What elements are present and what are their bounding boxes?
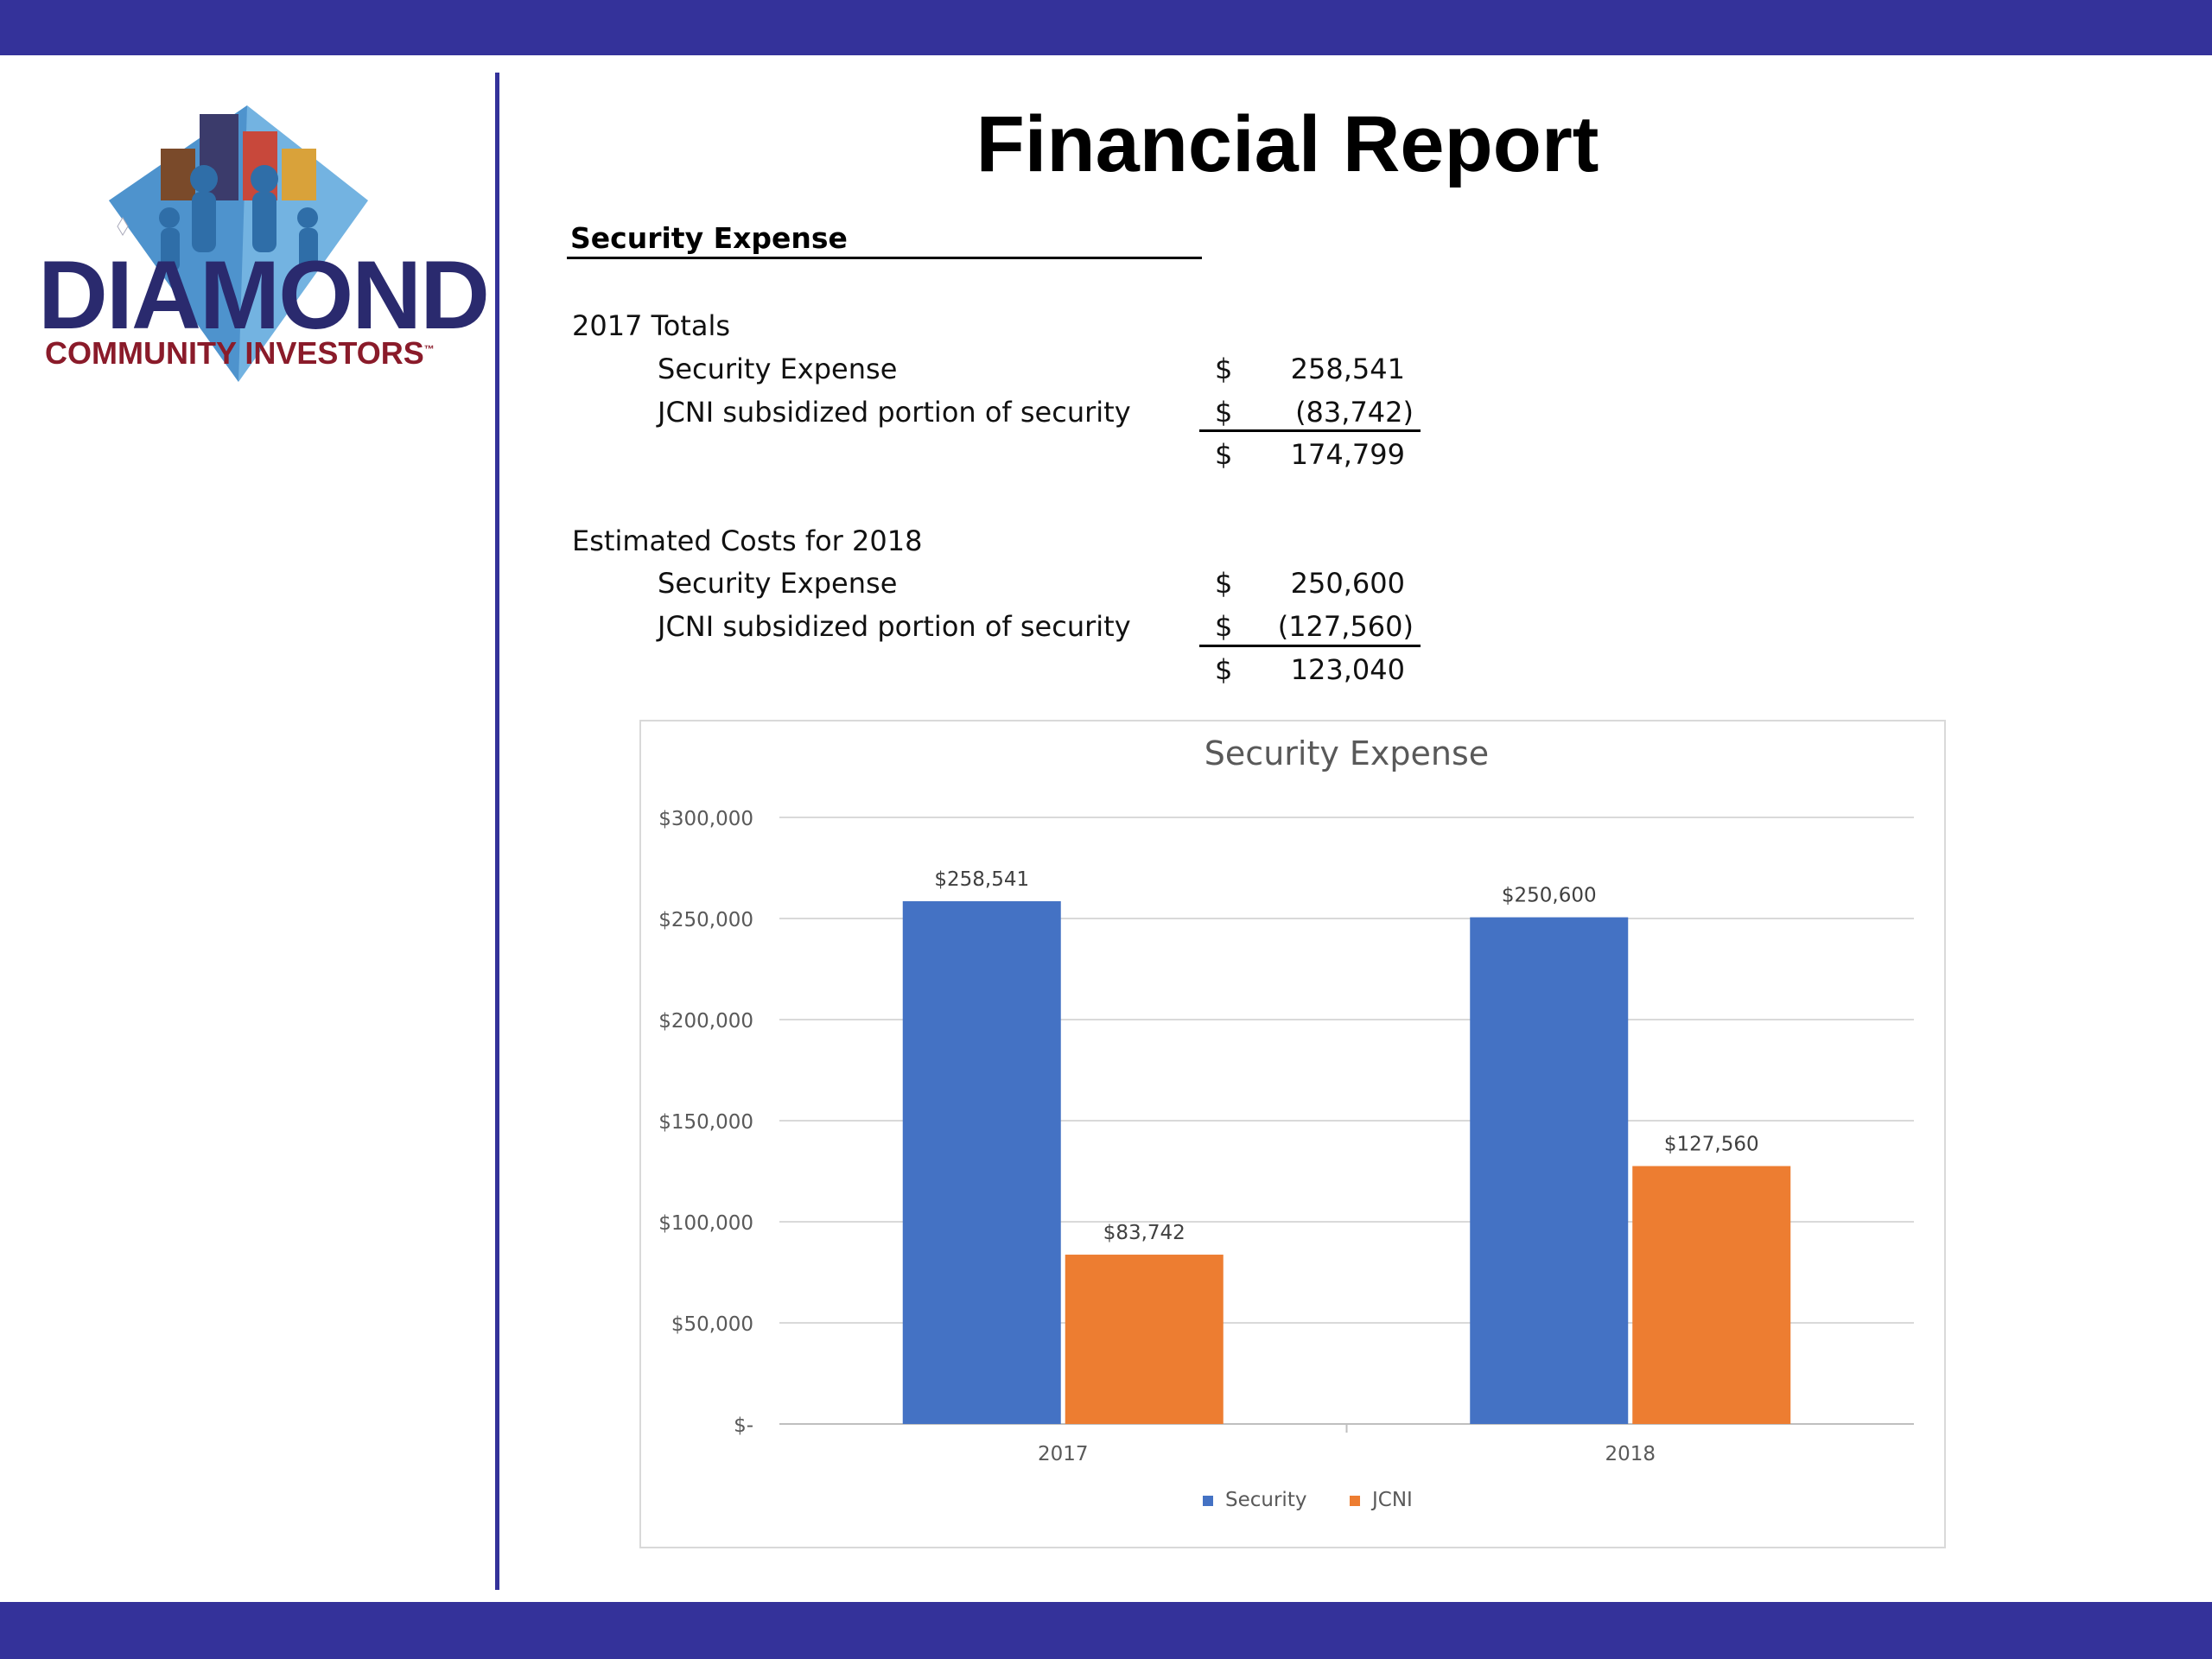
- total-rule: [1199, 429, 1421, 432]
- row-currency: $: [1215, 610, 1233, 643]
- total-currency: $: [1215, 653, 1233, 686]
- row-currency: $: [1215, 396, 1233, 429]
- bar-security-2017: [902, 901, 1061, 1424]
- row-value: (127,560): [1277, 610, 1414, 643]
- y-tick-label: $300,000: [658, 808, 753, 830]
- data-label: $83,742: [1103, 1222, 1185, 1244]
- total-rule: [1199, 645, 1421, 647]
- row-label: JCNI subsidized portion of security: [658, 610, 1131, 643]
- section-heading: Security Expense: [570, 221, 848, 255]
- total-value: 123,040: [1290, 653, 1405, 686]
- total-currency: $: [1215, 438, 1233, 471]
- legend-label: Security: [1225, 1489, 1306, 1511]
- diamond-logo-icon: [109, 105, 368, 382]
- logo-wordmark: DIAMOND: [38, 241, 490, 349]
- data-label: $250,600: [1502, 885, 1597, 907]
- legend-swatch-jcni: [1350, 1496, 1360, 1506]
- chart-title: Security Expense: [1205, 734, 1489, 772]
- legend-swatch-security: [1203, 1496, 1213, 1506]
- top-banner: [0, 0, 2212, 55]
- security-expense-chart: Security Expense $- $50,000 $100,000 $150,00…: [658, 734, 1914, 1511]
- row-value: (83,742): [1295, 396, 1414, 429]
- logo-subtitle: COMMUNITY INVESTORS™: [45, 335, 435, 371]
- legend-label: JCNI: [1370, 1489, 1413, 1511]
- x-tick-label: 2017: [1038, 1443, 1089, 1465]
- block-2017-heading: 2017 Totals: [572, 309, 731, 342]
- y-tick-label: $250,000: [658, 909, 753, 931]
- data-label: $127,560: [1664, 1134, 1759, 1156]
- y-tick-label: $100,000: [658, 1212, 753, 1235]
- row-value: 258,541: [1290, 353, 1405, 385]
- block-2018-heading: Estimated Costs for 2018: [572, 524, 923, 557]
- bottom-banner: [0, 1602, 2212, 1659]
- y-tick-label: $150,000: [658, 1111, 753, 1134]
- row-currency: $: [1215, 567, 1233, 600]
- row-label: Security Expense: [658, 567, 898, 600]
- bar-jcni-2017: [1065, 1255, 1224, 1424]
- bar-security-2018: [1470, 917, 1629, 1424]
- y-tick-label: $-: [734, 1414, 753, 1437]
- y-tick-label: $50,000: [671, 1313, 753, 1336]
- page-title: Financial Report: [976, 100, 1599, 188]
- row-label: Security Expense: [658, 353, 898, 385]
- bar-jcni-2018: [1632, 1166, 1791, 1424]
- section-underline: [567, 257, 1202, 259]
- y-tick-label: $200,000: [658, 1010, 753, 1033]
- row-value: 250,600: [1290, 567, 1405, 600]
- vertical-divider: [495, 73, 499, 1590]
- company-logo: DIAMOND COMMUNITY INVESTORS™: [31, 97, 490, 391]
- row-label: JCNI subsidized portion of security: [658, 396, 1131, 429]
- x-tick-label: 2018: [1605, 1443, 1656, 1465]
- row-currency: $: [1215, 353, 1233, 385]
- data-label: $258,541: [934, 868, 1029, 891]
- total-value: 174,799: [1290, 438, 1405, 471]
